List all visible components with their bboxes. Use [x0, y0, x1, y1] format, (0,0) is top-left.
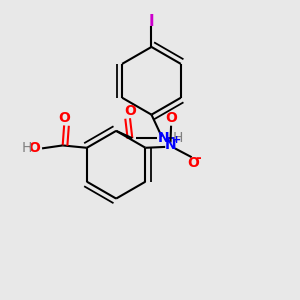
Text: -: - — [195, 151, 201, 165]
Text: N: N — [158, 131, 169, 145]
Text: O: O — [28, 141, 40, 155]
Text: O: O — [58, 111, 70, 125]
Text: O: O — [187, 155, 199, 170]
Text: I: I — [149, 14, 154, 29]
Text: O: O — [124, 104, 136, 118]
Text: H: H — [21, 141, 32, 155]
Text: N: N — [165, 138, 176, 152]
Text: O: O — [165, 111, 177, 125]
Text: H: H — [173, 131, 183, 145]
Text: +: + — [172, 135, 181, 146]
